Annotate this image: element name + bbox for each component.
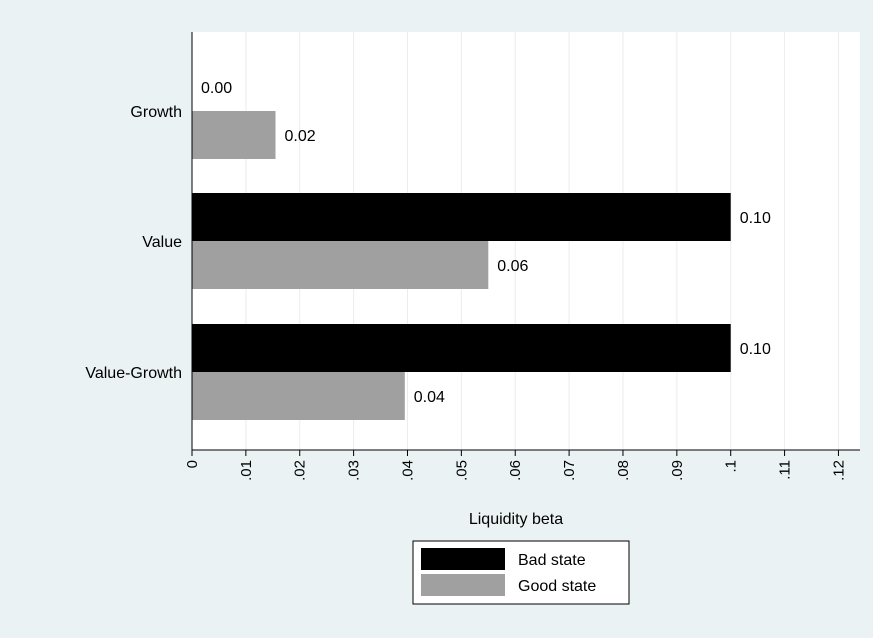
category-labels: Growth Value Value-Growth — [85, 104, 182, 382]
x-tick-label: .07 — [561, 460, 578, 481]
x-tick-label: .03 — [346, 460, 363, 481]
legend-swatch — [421, 574, 505, 596]
bar — [192, 111, 276, 159]
bar-value-label: 0.10 — [740, 210, 771, 227]
bars — [192, 111, 731, 420]
x-tick-label: .05 — [453, 460, 470, 481]
x-ticks: 0 .01 .02 .03 .04 .05 .06 .07 .08 .09 .1 .11 .12 — [184, 450, 847, 481]
x-tick-label: .11 — [777, 460, 794, 480]
x-tick-label: 0 — [184, 460, 201, 468]
bar-value-label: 0.04 — [414, 389, 445, 406]
x-tick-label: .04 — [399, 460, 416, 481]
x-tick-label: .09 — [669, 460, 686, 481]
bar — [192, 372, 405, 420]
category-label: Value — [142, 234, 182, 251]
category-label: Growth — [130, 104, 182, 121]
legend-label: Good state — [518, 578, 596, 595]
legend-label: Bad state — [518, 552, 586, 569]
bar — [192, 241, 489, 289]
legend-swatch — [421, 548, 505, 570]
x-tick-label: .01 — [238, 460, 255, 481]
bar-value-label: 0.10 — [740, 341, 771, 358]
x-tick-label: .1 — [723, 460, 740, 473]
bar-value-label: 0.02 — [285, 128, 316, 145]
bar — [192, 193, 731, 241]
x-tick-label: .02 — [292, 460, 309, 481]
x-tick-label: .08 — [615, 460, 632, 481]
bar — [192, 324, 731, 372]
x-axis-title: Liquidity beta — [469, 511, 563, 528]
legend: Bad state Good state — [412, 540, 630, 605]
bar-value-label: 0.06 — [497, 258, 528, 275]
bar-value-label: 0.00 — [201, 80, 232, 97]
category-label: Value-Growth — [85, 365, 182, 382]
x-tick-label: .12 — [830, 460, 847, 481]
bar-labels: 0.00 0.02 0.10 0.06 0.10 0.04 — [201, 80, 771, 406]
x-tick-label: .06 — [507, 460, 524, 481]
